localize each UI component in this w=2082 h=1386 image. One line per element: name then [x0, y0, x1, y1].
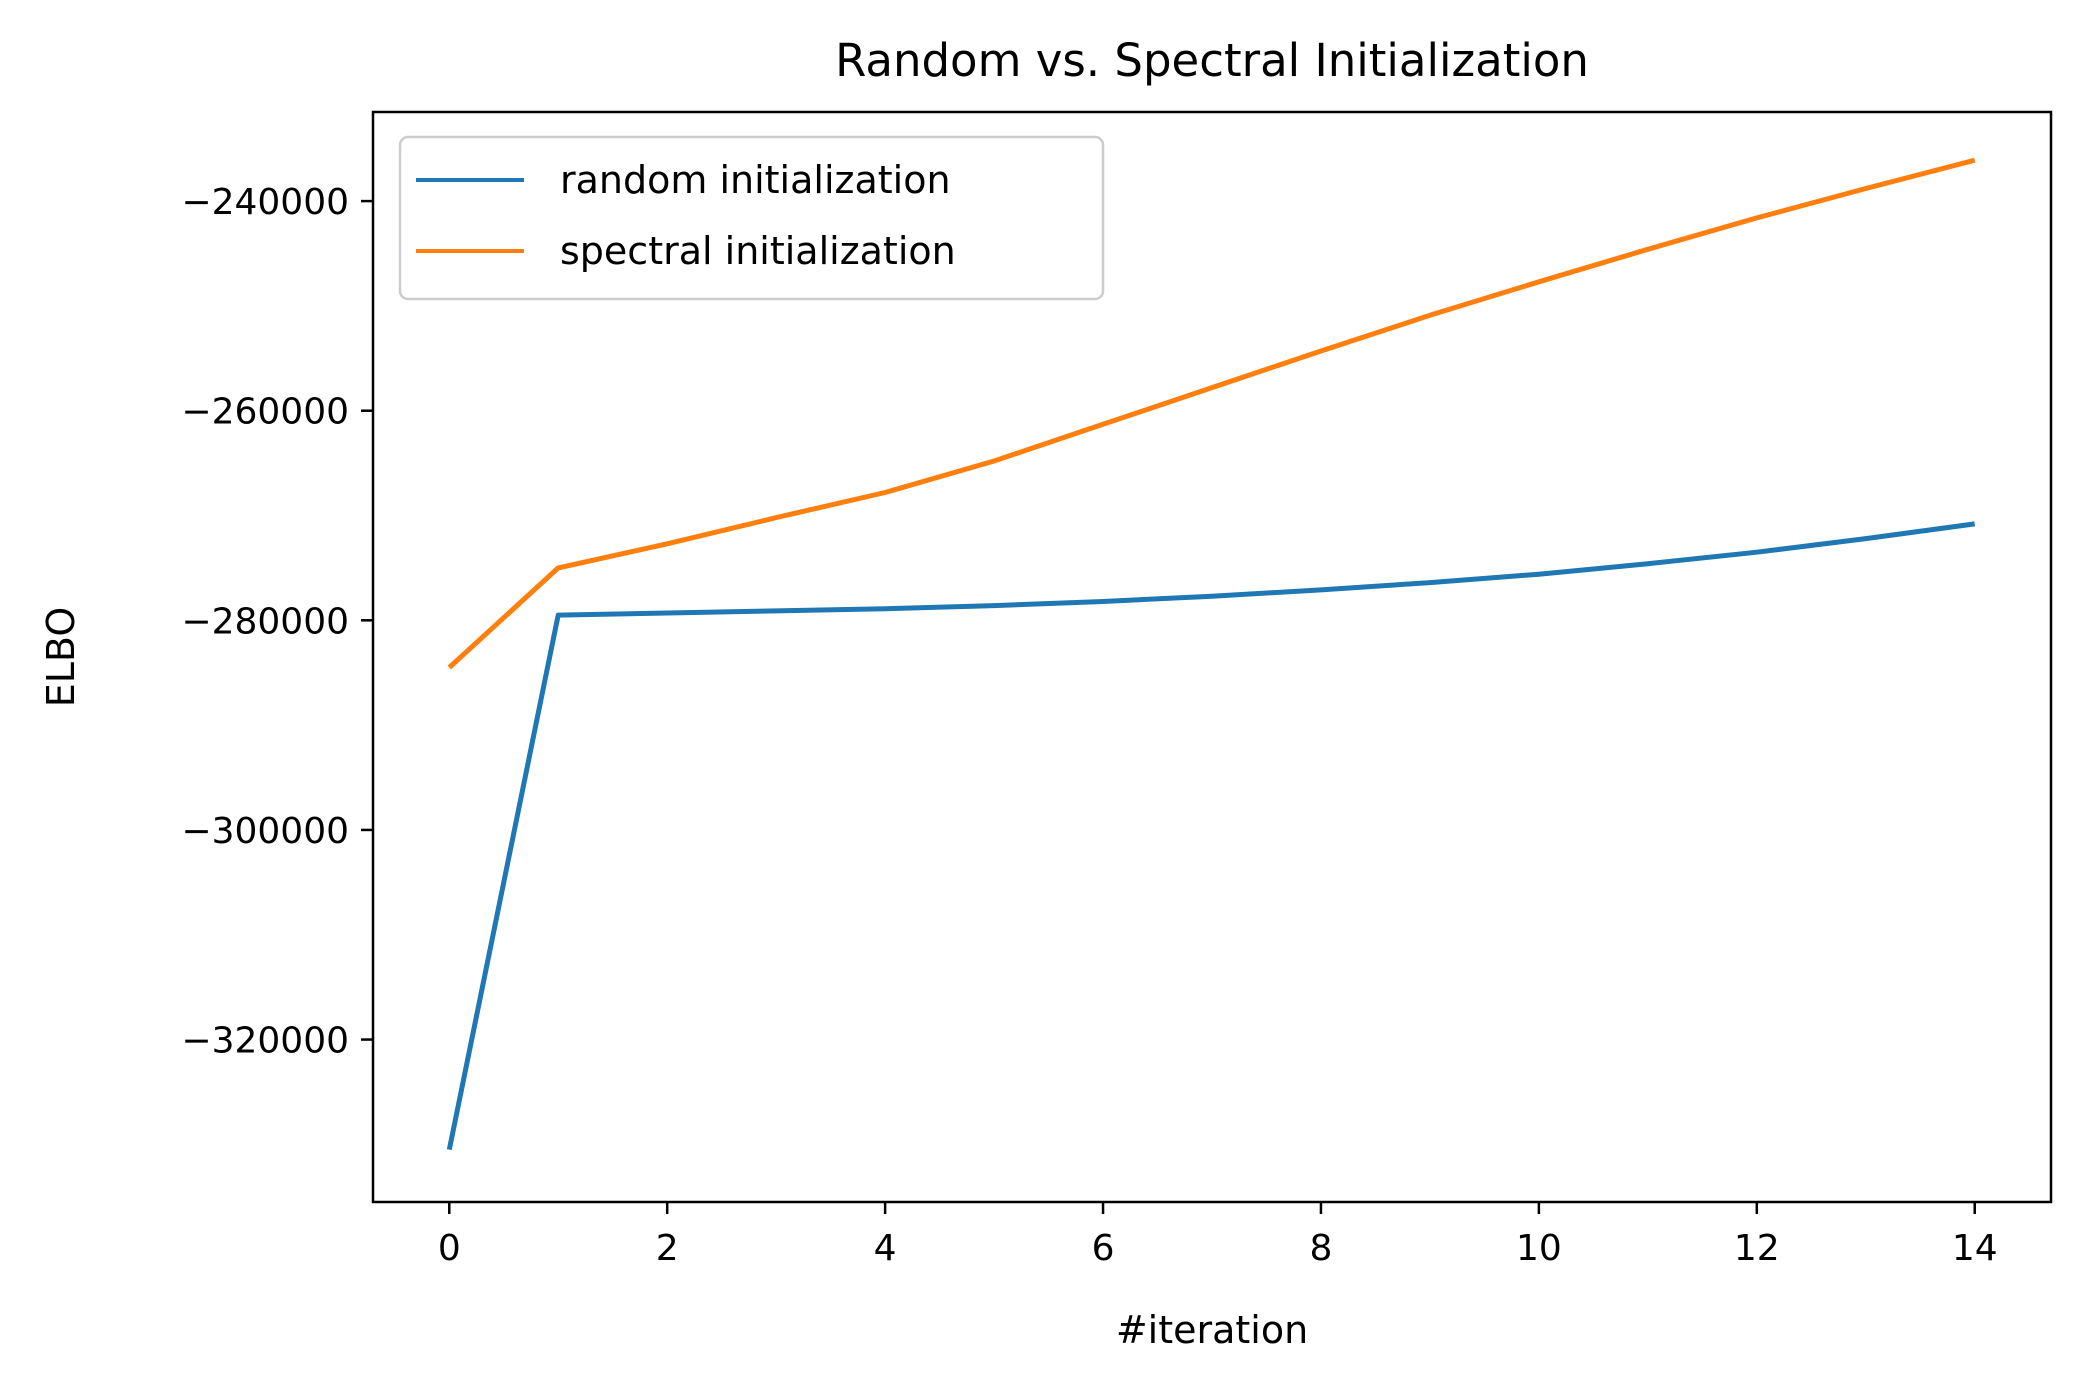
x-tick-label: 10 — [1516, 1228, 1562, 1269]
x-axis: 0 2 4 6 8 10 12 14 — [438, 1202, 1998, 1269]
legend-label-spectral: spectral initialization — [560, 229, 956, 273]
series-line-spectral — [447, 157, 1976, 670]
chart-title: Random vs. Spectral Initialization — [835, 34, 1589, 87]
x-axis-label: #iteration — [1116, 1308, 1308, 1352]
x-tick-label: 4 — [874, 1228, 897, 1269]
x-tick-label: 6 — [1092, 1228, 1115, 1269]
y-axis-label: ELBO — [39, 607, 83, 708]
x-tick-label: 8 — [1310, 1228, 1333, 1269]
x-tick-label: 12 — [1734, 1228, 1780, 1269]
y-tick-label: −260000 — [181, 392, 349, 433]
series-line-random — [446, 521, 1976, 1151]
legend-box — [398, 135, 1105, 301]
y-tick-label: −280000 — [181, 601, 349, 642]
x-tick-label: 14 — [1952, 1228, 1998, 1269]
y-tick-label: −320000 — [181, 1021, 349, 1062]
series-layer — [446, 157, 1976, 1151]
y-tick-label: −240000 — [181, 182, 349, 223]
x-tick-label: 0 — [438, 1228, 461, 1269]
plot-frame — [371, 110, 2053, 1204]
legend: random initialization spectral initializ… — [398, 135, 1105, 301]
y-axis: −240000 −260000 −280000 −300000 −320000 — [181, 182, 373, 1062]
legend-label-random: random initialization — [560, 158, 951, 202]
y-tick-label: −300000 — [181, 811, 349, 852]
x-tick-label: 2 — [656, 1228, 679, 1269]
